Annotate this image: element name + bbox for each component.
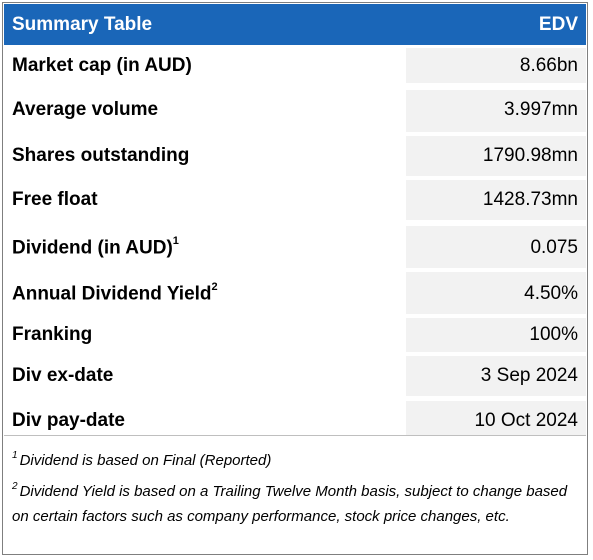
footnote: 1 Dividend is based on Final (Reported) bbox=[12, 444, 574, 473]
row-value: 3 Sep 2024 bbox=[480, 365, 578, 386]
table-row: Average volume 3.997mn bbox=[4, 90, 586, 132]
value-cell: 4.50% bbox=[406, 272, 586, 314]
footnote-text: Dividend Yield is based on a Trailing Tw… bbox=[12, 483, 568, 525]
table-row: Dividend (in AUD)1 0.075 bbox=[4, 226, 586, 268]
row-label: Dividend (in AUD)1 bbox=[12, 235, 179, 259]
row-label: Shares outstanding bbox=[12, 145, 190, 166]
row-label: Div pay-date bbox=[12, 410, 125, 431]
row-value: 4.50% bbox=[524, 283, 578, 304]
table-row: Market cap (in AUD) 8.66bn bbox=[4, 48, 586, 83]
value-cell: 10 Oct 2024 bbox=[406, 401, 586, 435]
table-row: Div ex-date 3 Sep 2024 bbox=[4, 356, 586, 396]
row-value: 10 Oct 2024 bbox=[474, 410, 578, 431]
row-label: Annual Dividend Yield2 bbox=[12, 281, 218, 305]
footnotes: 1 Dividend is based on Final (Reported) 2… bbox=[4, 435, 586, 525]
row-value: 100% bbox=[529, 324, 578, 345]
row-label: Free float bbox=[12, 189, 98, 210]
row-label: Market cap (in AUD) bbox=[12, 55, 192, 76]
table-row: Annual Dividend Yield2 4.50% bbox=[4, 272, 586, 314]
ticker-label: EDV bbox=[538, 14, 578, 35]
table-row: Div pay-date 10 Oct 2024 bbox=[4, 401, 586, 435]
table-row: Franking 100% bbox=[4, 318, 586, 352]
footnote: 2 Dividend Yield is based on a Trailing T… bbox=[12, 475, 574, 529]
value-cell: 100% bbox=[406, 318, 586, 352]
table-row: Shares outstanding 1790.98mn bbox=[4, 136, 586, 176]
value-cell: 8.66bn bbox=[406, 48, 586, 83]
footnote-marker: 2 bbox=[12, 481, 18, 492]
value-cell: 1790.98mn bbox=[406, 136, 586, 176]
table-header: Summary Table EDV bbox=[4, 4, 586, 45]
value-cell: 0.075 bbox=[406, 226, 586, 268]
value-cell: 1428.73mn bbox=[406, 180, 586, 220]
footnote-marker: 1 bbox=[12, 450, 18, 461]
value-cell: 3 Sep 2024 bbox=[406, 356, 586, 396]
table-title: Summary Table bbox=[12, 14, 153, 35]
row-value: 0.075 bbox=[530, 237, 578, 258]
value-cell: 3.997mn bbox=[406, 90, 586, 132]
footnote-text: Dividend is based on Final (Reported) bbox=[19, 452, 272, 469]
row-value: 8.66bn bbox=[519, 55, 578, 76]
row-label: Franking bbox=[12, 324, 93, 345]
row-label: Div ex-date bbox=[12, 365, 114, 386]
row-value: 1428.73mn bbox=[482, 189, 578, 210]
row-value: 1790.98mn bbox=[482, 145, 578, 166]
row-value: 3.997mn bbox=[504, 99, 578, 120]
footnote-marker: 2 bbox=[211, 281, 218, 293]
table-row: Free float 1428.73mn bbox=[4, 180, 586, 220]
row-label: Average volume bbox=[12, 99, 159, 120]
footnote-marker: 1 bbox=[172, 235, 179, 247]
